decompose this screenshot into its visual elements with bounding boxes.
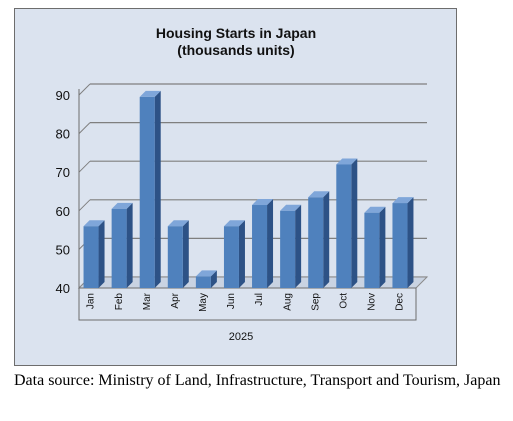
bar-feb [111,208,127,288]
bar-top [308,191,330,198]
bar-top [167,220,189,227]
y-tick-label: 40 [56,281,70,296]
chart-subtitle: (thousands units) [177,42,294,58]
bar-sep [308,197,324,288]
bar-side [407,197,414,288]
bar-side [323,191,330,288]
chart-frame: Housing Starts in Japan (thousands units… [14,8,457,366]
category-axis-box [78,287,417,321]
gridline-slant [78,83,91,96]
bar-side [154,90,161,289]
bar-side [379,206,386,288]
bar-top [392,197,414,204]
x-tick-label: Feb [114,293,125,311]
x-group-label: 2025 [229,331,253,343]
y-tick-label: 50 [56,242,70,257]
bar-mar [139,96,155,289]
bar-top [139,90,161,97]
bar-top [111,202,133,209]
bar-top [83,220,105,227]
bar-dec [392,203,408,288]
bar-oct [336,164,352,288]
gridline-slant [78,199,91,212]
bar-side [267,199,274,288]
x-tick-label: Aug [282,293,293,311]
bar-apr [167,226,183,288]
x-tick-label: May [198,293,209,312]
bar-top [195,270,217,277]
bar-side [351,158,358,288]
bar-side [182,220,189,288]
y-tick-label: 60 [56,204,70,219]
bar-side [295,204,302,288]
x-tick-label: Jul [254,293,265,306]
x-tick-label: Apr [170,292,181,308]
bar-nov [364,212,380,288]
bar-jul [252,205,268,288]
bar-jun [223,226,239,288]
bar-top [336,158,358,165]
bar-side [210,270,217,288]
gridline-slant [78,160,91,173]
x-tick-label: Jun [226,293,237,309]
x-tick-label: Dec [395,293,406,311]
x-tick-label: Sep [310,293,321,311]
gridline-slant [78,122,91,134]
bar-side [98,220,105,288]
bar-aug [280,210,296,288]
bar-top [252,199,274,206]
y-tick-label: 70 [56,165,70,180]
bar-top [280,204,302,211]
chart-title: Housing Starts in Japan [156,25,316,41]
bar-chart: Housing Starts in Japan (thousands units… [56,25,429,343]
x-tick-label: Jan [86,293,97,309]
bar-may [195,276,211,288]
x-tick-label: Mar [142,292,153,310]
y-tick-label: 80 [56,127,70,142]
bar-jan [83,226,99,288]
bar-side [238,220,245,288]
x-tick-label: Oct [338,293,349,309]
bar-top [364,206,386,213]
bar-side [126,202,133,288]
y-tick-label: 90 [56,88,70,103]
bar-top [223,220,245,227]
x-tick-label: Nov [367,293,378,311]
source-note: Data source: Ministry of Land, Infrastru… [14,372,501,389]
